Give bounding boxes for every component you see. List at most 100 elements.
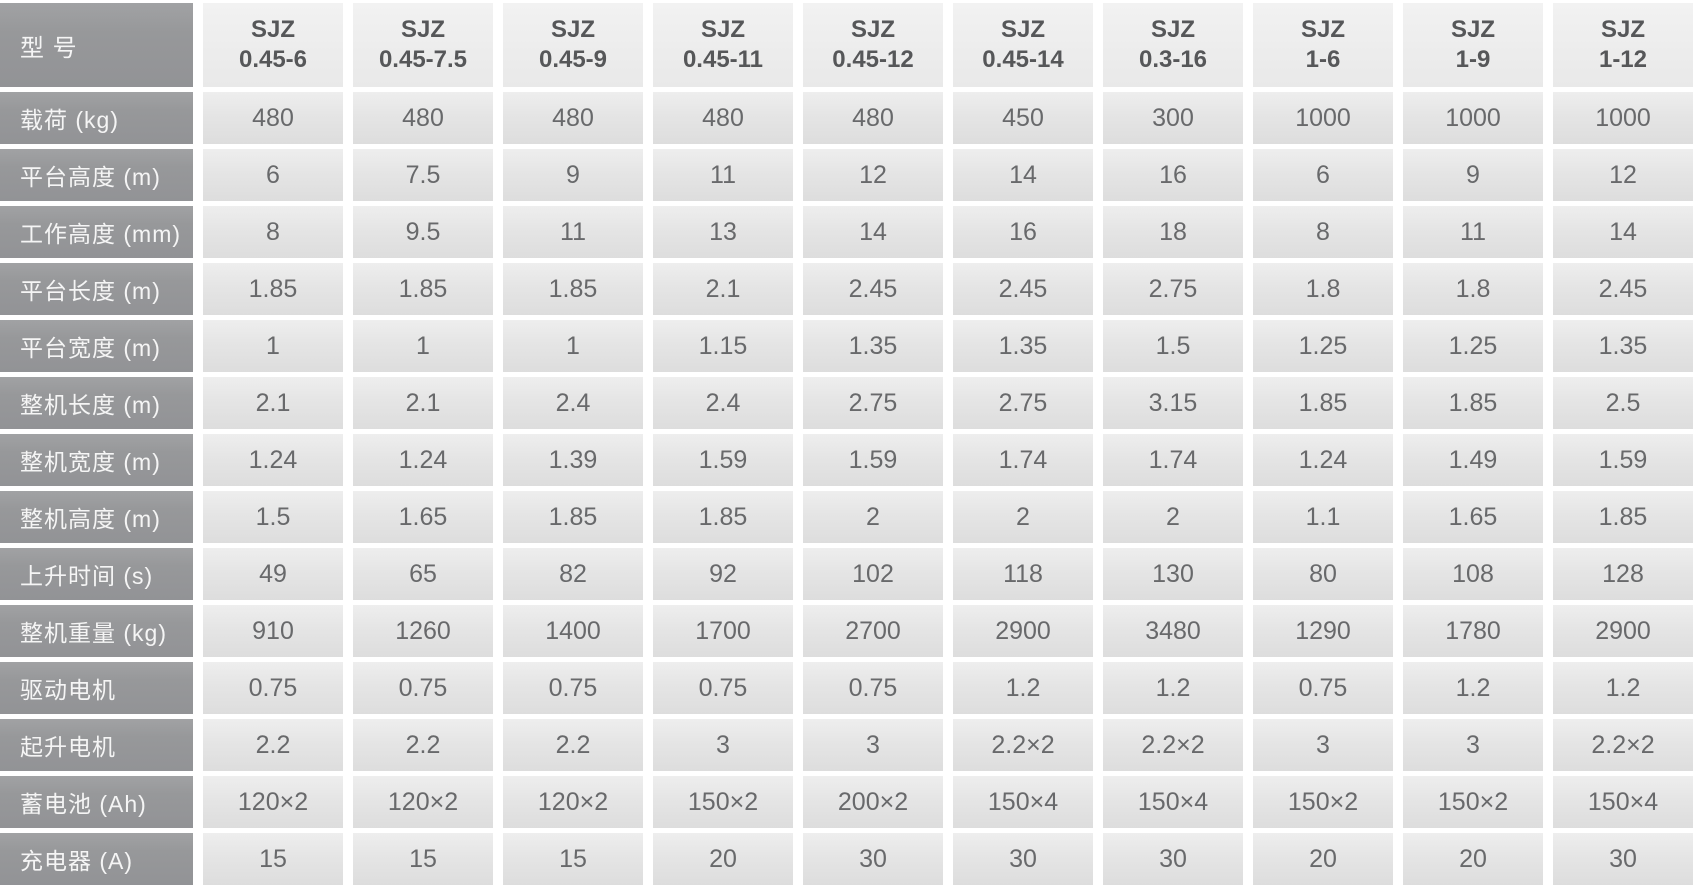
row-label: 起升电机 [0, 719, 193, 771]
spec-value-cell: 11 [1403, 206, 1543, 258]
spec-value-cell: 2.75 [803, 377, 943, 429]
spec-value-cell: 15 [503, 833, 643, 885]
spec-value-cell: 150×2 [1403, 776, 1543, 828]
column-header-model: 1-6 [1305, 46, 1341, 73]
spec-value-cell: 82 [503, 548, 643, 600]
spec-value-cell: 1.85 [1403, 377, 1543, 429]
spec-value-cell: 1290 [1253, 605, 1393, 657]
column-header-1-9: SJZ 1-9 [1403, 3, 1543, 87]
spec-value-cell: 2700 [803, 605, 943, 657]
spec-value-cell: 2900 [1553, 605, 1693, 657]
spec-value-cell: 7.5 [353, 149, 493, 201]
spec-value-cell: 2.1 [353, 377, 493, 429]
spec-value-cell: 2.1 [203, 377, 343, 429]
spec-value-cell: 20 [653, 833, 793, 885]
spec-value-cell: 2.2×2 [953, 719, 1093, 771]
spec-value-cell: 13 [653, 206, 793, 258]
spec-value-cell: 3 [1403, 719, 1543, 771]
model-corner-label: 型 号 [0, 3, 193, 87]
spec-value-cell: 2.1 [653, 263, 793, 315]
spec-value-cell: 1.2 [1553, 662, 1693, 714]
column-header-brand: SJZ [1150, 16, 1195, 43]
column-header-0.45-9: SJZ 0.45-9 [503, 3, 643, 87]
column-header-model: 1-9 [1455, 46, 1491, 73]
spec-value-cell: 2.4 [653, 377, 793, 429]
spec-value-cell: 15 [203, 833, 343, 885]
spec-value-cell: 15 [353, 833, 493, 885]
spec-value-cell: 480 [353, 92, 493, 144]
spec-value-cell: 1780 [1403, 605, 1543, 657]
spec-value-cell: 1.85 [1253, 377, 1393, 429]
spec-value-cell: 16 [1103, 149, 1243, 201]
spec-value-cell: 2 [803, 491, 943, 543]
spec-value-cell: 2.75 [953, 377, 1093, 429]
spec-value-cell: 1 [203, 320, 343, 372]
spec-value-cell: 11 [653, 149, 793, 201]
spec-value-cell: 102 [803, 548, 943, 600]
row-label: 整机高度 (m) [0, 491, 193, 543]
spec-value-cell: 2.2 [203, 719, 343, 771]
spec-value-cell: 30 [953, 833, 1093, 885]
spec-value-cell: 1.85 [503, 263, 643, 315]
spec-value-cell: 2.75 [1103, 263, 1243, 315]
spec-value-cell: 2900 [953, 605, 1093, 657]
spec-value-cell: 2.45 [1553, 263, 1693, 315]
spec-value-cell: 2 [953, 491, 1093, 543]
spec-value-cell: 120×2 [203, 776, 343, 828]
spec-table: 型 号 SJZ 0.45-6 SJZ 0.45-7.5 SJZ 0.45-9 SJZ 0.45-… [0, 3, 1693, 885]
spec-value-cell: 480 [803, 92, 943, 144]
spec-value-cell: 910 [203, 605, 343, 657]
spec-value-cell: 1 [503, 320, 643, 372]
spec-value-cell: 200×2 [803, 776, 943, 828]
row-label: 工作高度 (mm) [0, 206, 193, 258]
spec-value-cell: 3 [803, 719, 943, 771]
spec-value-cell: 9.5 [353, 206, 493, 258]
spec-value-cell: 1.2 [1103, 662, 1243, 714]
spec-value-cell: 1.24 [203, 434, 343, 486]
spec-value-cell: 0.75 [1253, 662, 1393, 714]
spec-value-cell: 20 [1403, 833, 1543, 885]
spec-value-cell: 1.65 [353, 491, 493, 543]
spec-value-cell: 1.85 [203, 263, 343, 315]
row-label: 平台高度 (m) [0, 149, 193, 201]
spec-value-cell: 2.2 [353, 719, 493, 771]
column-header-brand: SJZ [400, 16, 445, 43]
row-label: 蓄电池 (Ah) [0, 776, 193, 828]
spec-value-cell: 1.85 [1553, 491, 1693, 543]
spec-value-cell: 150×4 [1103, 776, 1243, 828]
spec-value-cell: 30 [1553, 833, 1693, 885]
column-header-model: 0.45-11 [682, 46, 764, 73]
spec-value-cell: 1700 [653, 605, 793, 657]
spec-value-cell: 12 [803, 149, 943, 201]
spec-value-cell: 118 [953, 548, 1093, 600]
column-header-1-6: SJZ 1-6 [1253, 3, 1393, 87]
spec-value-cell: 6 [1253, 149, 1393, 201]
spec-value-cell: 1.5 [1103, 320, 1243, 372]
spec-value-cell: 6 [203, 149, 343, 201]
spec-value-cell: 2.2×2 [1553, 719, 1693, 771]
spec-value-cell: 120×2 [503, 776, 643, 828]
column-header-brand: SJZ [550, 16, 595, 43]
spec-value-cell: 1.25 [1253, 320, 1393, 372]
spec-value-cell: 1.8 [1403, 263, 1543, 315]
column-header-model: 0.45-14 [982, 46, 1064, 73]
column-header-brand: SJZ [1450, 16, 1495, 43]
spec-value-cell: 80 [1253, 548, 1393, 600]
spec-value-cell: 1.15 [653, 320, 793, 372]
row-label: 充电器 (A) [0, 833, 193, 885]
spec-value-cell: 2.45 [803, 263, 943, 315]
column-header-brand: SJZ [1300, 16, 1345, 43]
row-label: 平台长度 (m) [0, 263, 193, 315]
spec-value-cell: 1 [353, 320, 493, 372]
spec-value-cell: 0.75 [653, 662, 793, 714]
spec-value-cell: 14 [953, 149, 1093, 201]
column-header-model: 0.45-6 [238, 46, 308, 73]
spec-value-cell: 0.75 [203, 662, 343, 714]
column-header-1-12: SJZ 1-12 [1553, 3, 1693, 87]
spec-value-cell: 1.35 [953, 320, 1093, 372]
spec-value-cell: 1.1 [1253, 491, 1393, 543]
spec-value-cell: 2.45 [953, 263, 1093, 315]
spec-value-cell: 30 [1103, 833, 1243, 885]
spec-value-cell: 1.24 [1253, 434, 1393, 486]
